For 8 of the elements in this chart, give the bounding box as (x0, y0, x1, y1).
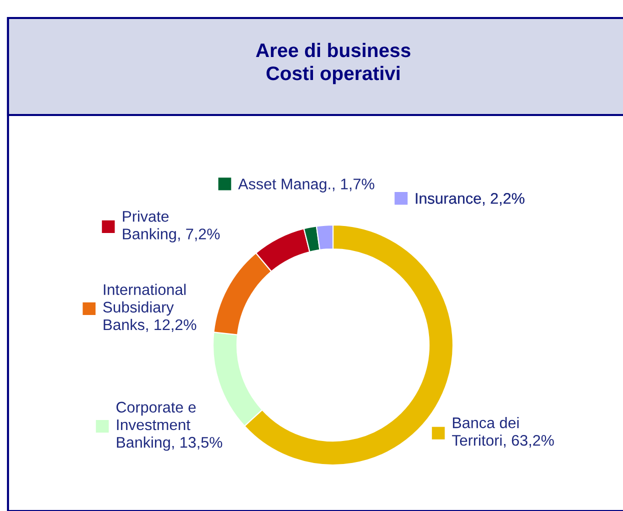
legend-label: Insurance, 2,2% (416, 193, 524, 206)
legend-label: Banca dei Territori, 63,2% (452, 417, 554, 448)
legend-label: Private Banking, 7,2% (122, 210, 220, 242)
legend-label: International Subsidiary Banks, 12,2% (103, 284, 196, 332)
chart-title: Aree di business (256, 42, 410, 58)
legend-label: Corporate e Investment Banking, 13,5% (116, 402, 222, 451)
legend-label: Asset Manag., 1,7% (238, 178, 374, 192)
chart-subtitle: Costi operativi (266, 66, 400, 84)
